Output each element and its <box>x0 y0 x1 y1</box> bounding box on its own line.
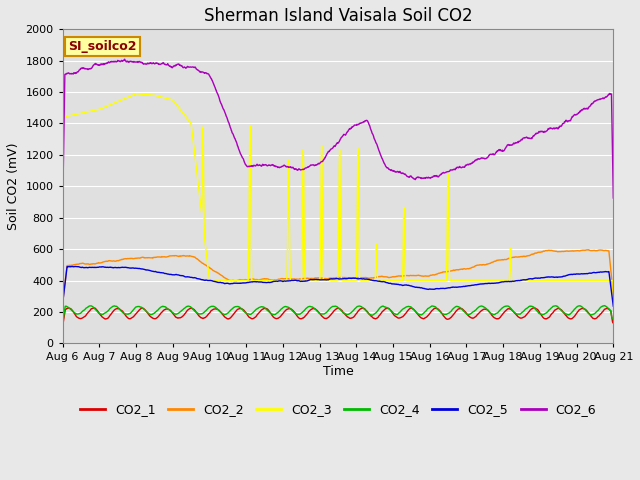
CO2_3 <box>372 241 380 247</box>
Line: CO2_4: CO2_4 <box>63 306 613 318</box>
CO2_3 <box>101 104 109 110</box>
Y-axis label: Soil CO2 (mV): Soil CO2 (mV) <box>7 143 20 230</box>
CO2_2 <box>584 247 592 252</box>
CO2_4 <box>124 312 131 317</box>
CO2_4 <box>609 315 617 321</box>
CO2_1 <box>531 305 538 311</box>
CO2_1 <box>124 315 131 321</box>
CO2_1 <box>304 311 312 316</box>
CO2_5 <box>59 300 67 306</box>
Legend: CO2_1, CO2_2, CO2_3, CO2_4, CO2_5, CO2_6: CO2_1, CO2_2, CO2_3, CO2_4, CO2_5, CO2_6 <box>75 398 601 421</box>
CO2_6 <box>304 164 312 170</box>
CO2_1 <box>292 312 300 318</box>
Line: CO2_3: CO2_3 <box>63 94 613 301</box>
CO2_3 <box>314 277 322 283</box>
CO2_2 <box>372 275 380 280</box>
CO2_4 <box>372 310 380 316</box>
CO2_1 <box>59 320 67 326</box>
CO2_2 <box>609 292 617 298</box>
Line: CO2_5: CO2_5 <box>63 266 613 306</box>
CO2_5 <box>314 276 322 282</box>
CO2_6 <box>609 195 617 201</box>
CO2_3 <box>124 95 131 100</box>
Title: Sherman Island Vaisala Soil CO2: Sherman Island Vaisala Soil CO2 <box>204 7 472 25</box>
CO2_5 <box>124 265 132 271</box>
CO2_2 <box>314 275 321 281</box>
CO2_1 <box>101 316 109 322</box>
CO2_5 <box>372 278 380 284</box>
CO2_4 <box>314 309 321 314</box>
CO2_3 <box>293 277 301 283</box>
CO2_3 <box>304 277 312 283</box>
CO2_5 <box>304 277 312 283</box>
X-axis label: Time: Time <box>323 365 353 378</box>
CO2_4 <box>101 310 109 316</box>
CO2_2 <box>292 276 300 282</box>
CO2_3 <box>59 190 67 195</box>
CO2_2 <box>59 300 67 306</box>
CO2_4 <box>601 303 609 309</box>
Line: CO2_1: CO2_1 <box>63 308 613 323</box>
CO2_6 <box>314 161 322 167</box>
CO2_6 <box>121 56 129 62</box>
CO2_4 <box>304 304 312 310</box>
CO2_2 <box>101 258 109 264</box>
CO2_6 <box>124 59 132 64</box>
CO2_6 <box>101 61 109 67</box>
CO2_4 <box>292 311 300 317</box>
CO2_3 <box>609 299 617 304</box>
CO2_1 <box>609 320 617 326</box>
CO2_2 <box>304 276 312 281</box>
CO2_6 <box>59 206 67 212</box>
CO2_5 <box>102 264 109 270</box>
CO2_5 <box>293 277 301 283</box>
CO2_1 <box>372 316 380 322</box>
CO2_6 <box>372 141 380 146</box>
Text: SI_soilco2: SI_soilco2 <box>68 40 137 53</box>
CO2_3 <box>132 91 140 96</box>
CO2_5 <box>68 264 76 269</box>
CO2_5 <box>609 303 617 309</box>
Line: CO2_2: CO2_2 <box>63 250 613 303</box>
CO2_2 <box>124 256 131 262</box>
CO2_4 <box>59 315 67 321</box>
CO2_6 <box>293 167 301 172</box>
Line: CO2_6: CO2_6 <box>63 59 613 209</box>
CO2_1 <box>314 308 321 314</box>
